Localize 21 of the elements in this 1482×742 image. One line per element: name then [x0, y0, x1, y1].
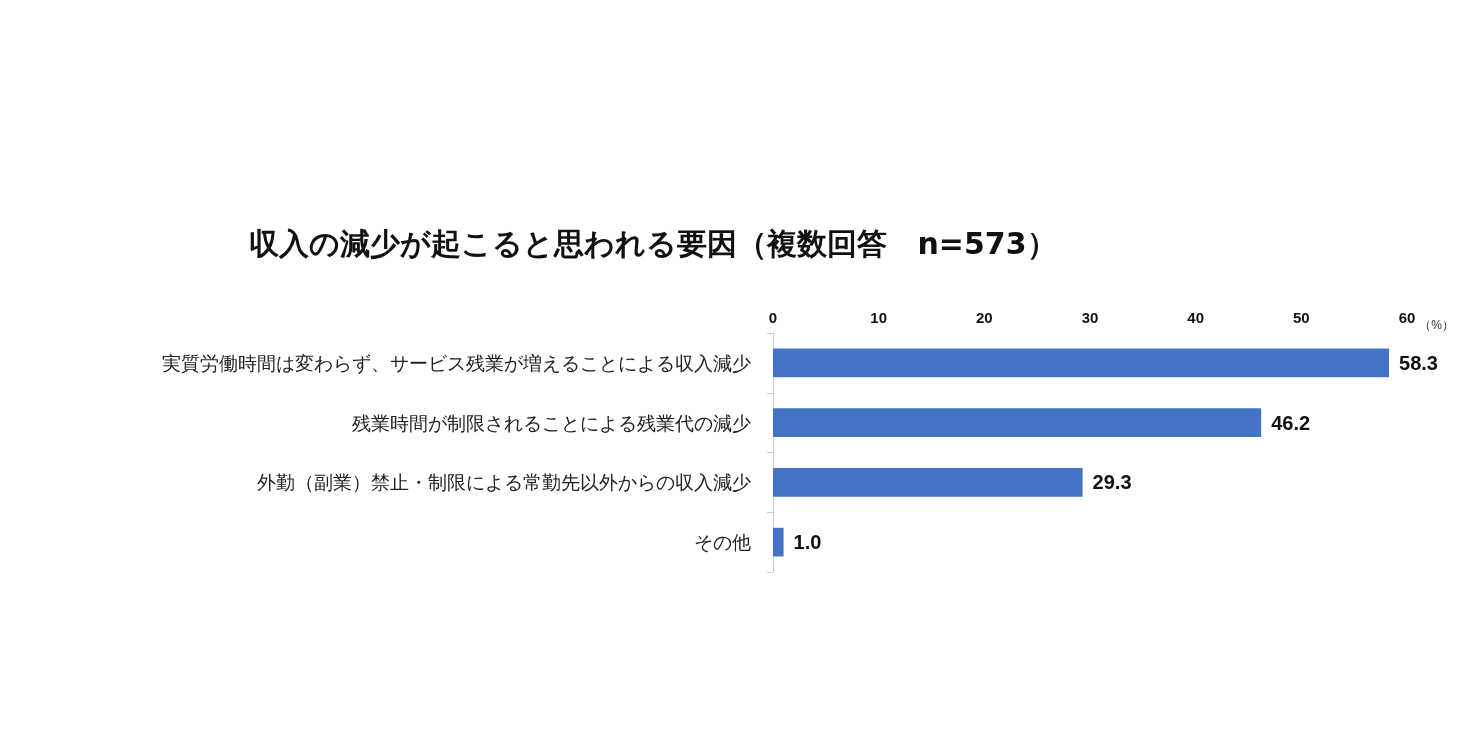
- x-tick-label: 50: [1292, 309, 1310, 326]
- data-label: 29.3: [1092, 471, 1132, 494]
- x-axis-title: （%）: [1419, 318, 1454, 332]
- chart-title: 収入の減少が起こると思われる要因（複数回答 n=573）: [249, 225, 1057, 261]
- data-label: 58.3: [1399, 351, 1438, 374]
- bar: [773, 408, 1262, 437]
- x-tick-label: 30: [1081, 309, 1099, 326]
- y-tick-label: その他: [694, 531, 751, 554]
- y-tick-label: 外勤（副業）禁止・制限による常勤先以外からの収入減少: [257, 471, 751, 494]
- y-tick-label: 残業時間が制限されることによる残業代の減少: [352, 411, 751, 434]
- x-tick-label: 0: [768, 309, 778, 326]
- x-tick-label: 10: [870, 309, 888, 326]
- bar: [773, 468, 1083, 497]
- bar: [773, 348, 1390, 378]
- data-label: 46.2: [1271, 411, 1311, 434]
- x-tick-label: 40: [1187, 309, 1205, 326]
- x-tick-label: 20: [975, 309, 993, 326]
- y-tick-label: 実質労働時間は変わらず、サービス残業が増えることによる収入減少: [162, 351, 751, 374]
- x-tick-label: 60: [1398, 309, 1416, 326]
- bar: [773, 527, 784, 557]
- data-label: 1.0: [793, 531, 822, 554]
